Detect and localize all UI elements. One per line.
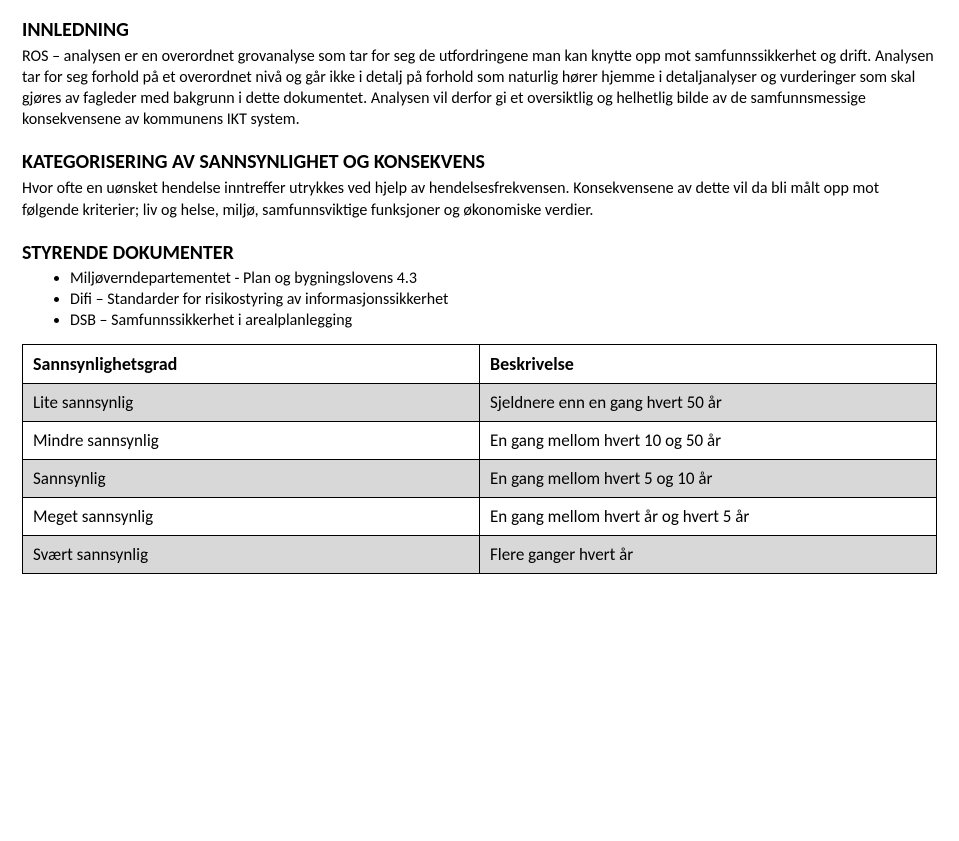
heading-innledning: INNLEDNING (22, 18, 937, 42)
list-item: Difi – Standarder for risikostyring av i… (70, 290, 937, 309)
table-row: Meget sannsynlig En gang mellom hvert år… (23, 497, 937, 535)
table-cell: En gang mellom hvert 5 og 10 år (480, 459, 937, 497)
paragraph-kategorisering: Hvor ofte en uønsket hendelse inntreffer… (22, 178, 937, 220)
likelihood-table: Sannsynlighetsgrad Beskrivelse Lite sann… (22, 344, 937, 574)
list-item: Miljøverndepartementet - Plan og bygning… (70, 269, 937, 288)
bullet-list-styrende: Miljøverndepartementet - Plan og bygning… (22, 269, 937, 330)
table-cell: Mindre sannsynlig (23, 421, 480, 459)
table-cell: Sjeldnere enn en gang hvert 50 år (480, 383, 937, 421)
table-row: Sannsynlig En gang mellom hvert 5 og 10 … (23, 459, 937, 497)
table-cell: Flere ganger hvert år (480, 535, 937, 573)
heading-styrende: STYRENDE DOKUMENTER (22, 241, 937, 265)
paragraph-innledning: ROS – analysen er en overordnet grovanal… (22, 46, 937, 130)
table-cell: Meget sannsynlig (23, 497, 480, 535)
heading-kategorisering: KATEGORISERING AV SANNSYNLIGHET OG KONSE… (22, 150, 937, 174)
table-row: Svært sannsynlig Flere ganger hvert år (23, 535, 937, 573)
table-row: Mindre sannsynlig En gang mellom hvert 1… (23, 421, 937, 459)
table-cell: Lite sannsynlig (23, 383, 480, 421)
table-cell: Sannsynlig (23, 459, 480, 497)
table-header-row: Sannsynlighetsgrad Beskrivelse (23, 344, 937, 383)
table-cell: En gang mellom hvert 10 og 50 år (480, 421, 937, 459)
table-header-cell: Beskrivelse (480, 344, 937, 383)
list-item: DSB – Samfunnssikkerhet i arealplanleggi… (70, 311, 937, 330)
table-row: Lite sannsynlig Sjeldnere enn en gang hv… (23, 383, 937, 421)
table-cell: En gang mellom hvert år og hvert 5 år (480, 497, 937, 535)
table-cell: Svært sannsynlig (23, 535, 480, 573)
table-header-cell: Sannsynlighetsgrad (23, 344, 480, 383)
